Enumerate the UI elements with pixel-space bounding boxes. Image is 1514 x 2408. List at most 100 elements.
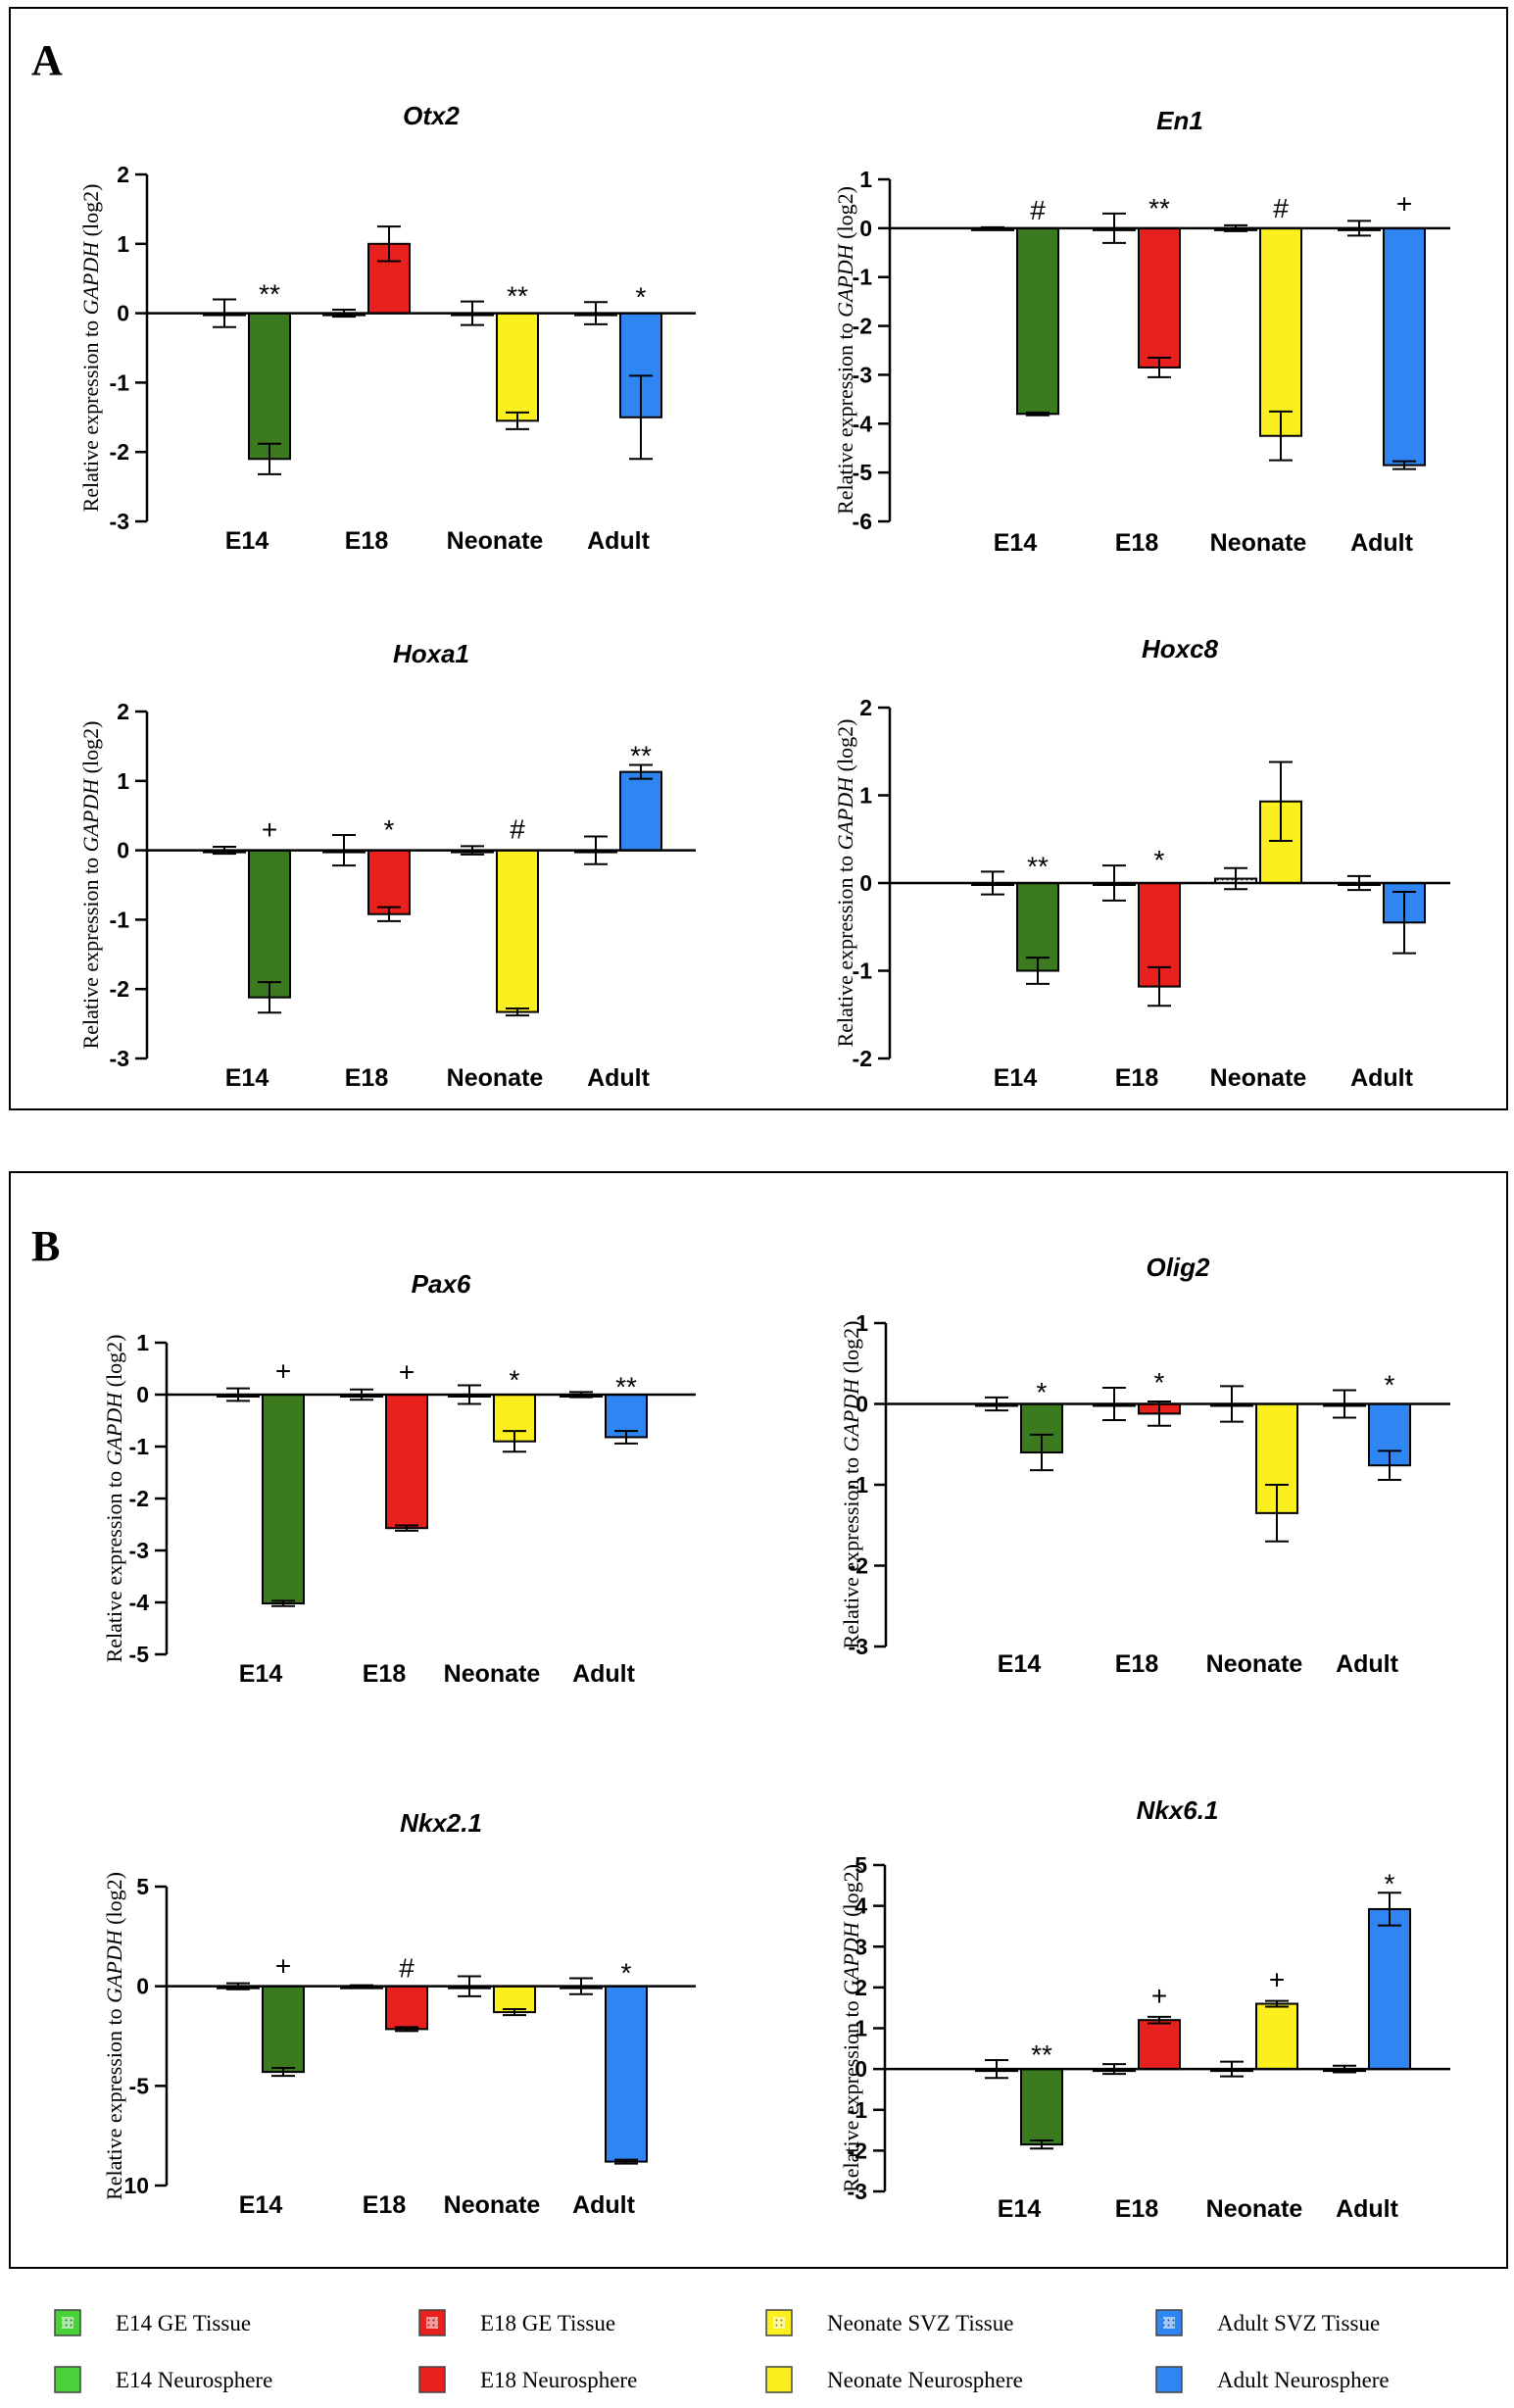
x-tick-label: E18 bbox=[363, 1660, 407, 1688]
y-tick-label: 0 bbox=[855, 1392, 868, 1417]
y-tick-label: 3 bbox=[855, 1934, 867, 1959]
chart-title: Nkx6.1 bbox=[1137, 1795, 1219, 1825]
x-tick-label: Neonate bbox=[1210, 529, 1307, 557]
neurosphere-bar-e18 bbox=[367, 849, 411, 915]
significance-marker: * bbox=[1154, 1367, 1165, 1398]
legend-item: Neonate Neurosphere bbox=[765, 2366, 1023, 2393]
y-tick-label: -3 bbox=[853, 362, 872, 387]
panel-a-label: A bbox=[31, 36, 63, 84]
y-tick-label: 2 bbox=[117, 699, 129, 724]
legend-swatch bbox=[54, 2309, 81, 2336]
chart-title: Hoxc8 bbox=[1142, 634, 1219, 663]
chart-title: Pax6 bbox=[412, 1269, 471, 1299]
y-tick-label: -4 bbox=[853, 411, 873, 436]
y-tick-label: -4 bbox=[129, 1590, 150, 1615]
neurosphere-bar-neonate bbox=[1259, 226, 1302, 437]
x-tick-label: Neonate bbox=[447, 1064, 544, 1092]
legend-label: E14 GE Tissue bbox=[116, 2311, 251, 2335]
significance-marker: * bbox=[1154, 845, 1165, 875]
chart-pax6: Pax6 1 0 -1 -2 -3 -4 -5 E14 + E18 + Neonate * Adult ** R… bbox=[102, 1269, 696, 1688]
neurosphere-bar-e14 bbox=[1016, 226, 1059, 416]
x-tick-label: E14 bbox=[239, 2191, 283, 2219]
x-tick-label: Adult bbox=[572, 1660, 636, 1688]
legend-item: E14 Neurosphere bbox=[54, 2366, 272, 2393]
neurosphere-bar-e14 bbox=[262, 1985, 305, 2074]
y-axis-label-suffix: (log2) bbox=[78, 184, 103, 242]
y-axis-label: Relative expression to GAPDH (log2) bbox=[78, 184, 103, 513]
y-tick-label: 5 bbox=[136, 1874, 149, 1899]
neurosphere-bar-adult bbox=[1383, 226, 1426, 467]
x-tick-label: Neonate bbox=[447, 527, 544, 555]
x-tick-label: E14 bbox=[239, 1660, 283, 1688]
y-axis-label-prefix: Relative expression to bbox=[102, 2003, 126, 2200]
x-tick-label: E14 bbox=[225, 1064, 269, 1092]
y-tick-label: -6 bbox=[853, 509, 872, 534]
significance-marker: ** bbox=[615, 1371, 637, 1401]
legend-label: Neonate SVZ Tissue bbox=[827, 2311, 1013, 2335]
x-tick-label: Neonate bbox=[1206, 1650, 1303, 1678]
y-axis-label-prefix: Relative expression to bbox=[839, 1995, 863, 2192]
y-tick-label: -1 bbox=[849, 1472, 869, 1498]
chart-otx2: Otx2 2 1 0 -1 -2 -3 E14 ** E18 Neonate ** Adult * Rela… bbox=[78, 101, 696, 555]
chart-nkx61: Nkx6.1 5 4 3 2 1 0 -1 -2 -3 E14 ** E18 + Neonate + Adult… bbox=[839, 1795, 1450, 2223]
neurosphere-bar-e18 bbox=[385, 1985, 428, 2031]
x-tick-label: E18 bbox=[1115, 529, 1159, 557]
y-axis-label: Relative expression to GAPDH (log2) bbox=[839, 1864, 863, 2192]
y-axis-label: Relative expression to GAPDH (log2) bbox=[833, 719, 857, 1048]
y-tick-label: -2 bbox=[848, 2138, 867, 2163]
legend-swatch bbox=[418, 2366, 446, 2393]
x-tick-label: Adult bbox=[1350, 529, 1414, 557]
legend-label: Neonate Neurosphere bbox=[827, 2368, 1023, 2392]
legend-label: E14 Neurosphere bbox=[116, 2368, 272, 2392]
y-axis-label-gene: GAPDH bbox=[839, 1921, 863, 1995]
y-tick-label: -2 bbox=[849, 1553, 868, 1579]
y-axis-label-gene: GAPDH bbox=[833, 243, 857, 318]
y-tick-label: 4 bbox=[855, 1893, 867, 1919]
y-tick-label: 0 bbox=[136, 1974, 149, 1999]
y-tick-label: -1 bbox=[853, 958, 873, 984]
legend-item: E14 GE Tissue bbox=[54, 2309, 251, 2336]
significance-marker: # bbox=[399, 1953, 415, 1984]
y-tick-label: 1 bbox=[117, 768, 129, 794]
y-tick-label: -5 bbox=[129, 1642, 150, 1667]
y-axis-label: Relative expression to GAPDH (log2) bbox=[833, 186, 857, 515]
neurosphere-bar-e18 bbox=[1138, 2019, 1181, 2071]
x-tick-label: E14 bbox=[225, 527, 269, 555]
legend-swatch-dots bbox=[773, 2317, 785, 2329]
y-axis-label-prefix: Relative expression to bbox=[78, 852, 103, 1049]
y-tick-label: 2 bbox=[117, 162, 129, 187]
x-tick-label: Adult bbox=[1350, 1064, 1414, 1092]
y-tick-label: -2 bbox=[110, 439, 129, 465]
x-tick-label: E18 bbox=[363, 2191, 407, 2219]
chart-nkx21: Nkx2.1 5 0 -5 10 E14 + E18 # Neonate Adult * Relativ… bbox=[102, 1808, 696, 2219]
significance-marker: + bbox=[1151, 1981, 1167, 2011]
y-axis-label-prefix: Relative expression to bbox=[833, 318, 857, 515]
neurosphere-bar-adult bbox=[605, 1985, 648, 2163]
neurosphere-bar-adult bbox=[619, 770, 662, 852]
significance-marker: + bbox=[262, 814, 277, 845]
x-tick-label: Adult bbox=[587, 1064, 651, 1092]
y-axis-label-gene: GAPDH bbox=[78, 241, 103, 316]
significance-marker: + bbox=[275, 1356, 291, 1387]
significance-marker: + bbox=[1396, 188, 1412, 219]
x-tick-label: Adult bbox=[572, 2191, 636, 2219]
neurosphere-bar-neonate bbox=[496, 312, 539, 422]
x-tick-label: Neonate bbox=[444, 2191, 541, 2219]
chart-title: En1 bbox=[1156, 106, 1203, 135]
y-axis-label-gene: GAPDH bbox=[833, 776, 857, 851]
panel-a-frame bbox=[9, 7, 1508, 1110]
y-tick-label: -2 bbox=[110, 976, 129, 1002]
y-tick-label: -3 bbox=[849, 1634, 868, 1659]
y-axis-label-prefix: Relative expression to bbox=[78, 315, 103, 512]
y-axis-label-gene: GAPDH bbox=[102, 1392, 126, 1466]
y-axis-label: Relative expression to GAPDH (log2) bbox=[839, 1321, 863, 1649]
y-axis-label-suffix: (log2) bbox=[833, 719, 857, 777]
legend-swatch bbox=[765, 2366, 793, 2393]
significance-marker: ** bbox=[507, 281, 528, 312]
y-tick-label: 1 bbox=[859, 783, 872, 809]
chart-title: Hoxa1 bbox=[393, 639, 469, 668]
significance-marker: * bbox=[510, 1364, 520, 1395]
y-tick-label: -5 bbox=[129, 2073, 150, 2098]
y-tick-label: -1 bbox=[129, 1434, 150, 1459]
